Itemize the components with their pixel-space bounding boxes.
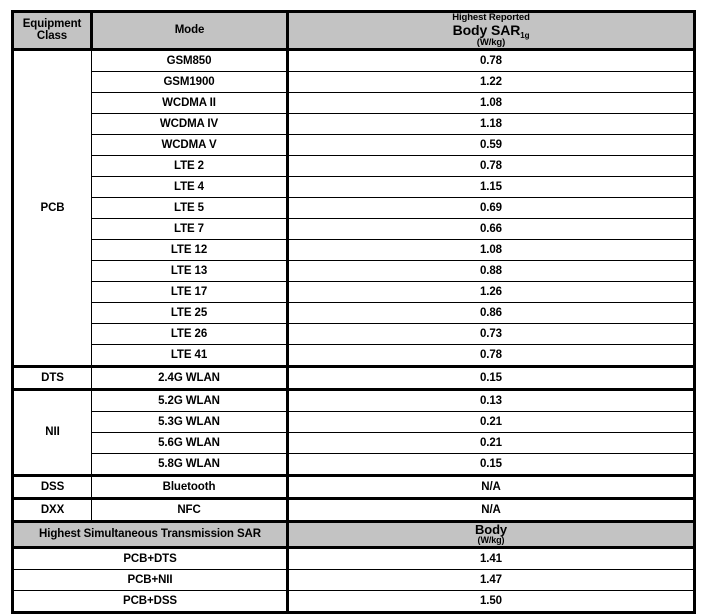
- sar-value-cell: 1.15: [286, 175, 696, 198]
- mode-cell: LTE 17: [91, 280, 288, 303]
- table-row: PCB GSM850 0.78: [11, 47, 696, 368]
- simultaneous-row: PCB+NII 1.47: [11, 568, 696, 591]
- sar-value-cell: 0.88: [286, 259, 696, 282]
- simultaneous-body-header: Body (W/kg): [286, 519, 696, 549]
- sar-value-cell: N/A: [286, 473, 696, 500]
- sar-value-cell: 0.69: [286, 196, 696, 219]
- header-body-sar-line1: Highest Reported: [452, 12, 530, 23]
- simultaneous-header-row: Highest Simultaneous Transmission SAR Bod…: [11, 519, 696, 549]
- header-body-sar-label: Body SAR: [452, 21, 521, 38]
- mode-cell: LTE 25: [91, 301, 288, 324]
- simultaneous-combination-cell: PCB+DTS: [11, 546, 288, 570]
- simultaneous-value-cell: 1.41: [286, 546, 696, 570]
- sar-value-cell: 0.78: [286, 47, 696, 72]
- table-row: GSM1900 1.22: [13, 70, 696, 93]
- header-body-sar-unit: (W/kg): [476, 36, 506, 48]
- table-row: 5.3G WLAN 0.21: [13, 410, 696, 433]
- equipment-class-cell: DSS: [11, 473, 92, 500]
- equipment-class-cell: DTS: [11, 364, 92, 391]
- sar-value-cell: 1.22: [286, 70, 696, 93]
- table-row: WCDMA IV 1.18: [13, 112, 696, 135]
- mode-cell: GSM1900: [91, 70, 288, 93]
- header-body-sar-line2: Body SAR1g: [289, 21, 693, 40]
- table-row: NII 5.2G WLAN 0.13: [11, 387, 696, 477]
- sar-value-cell: 1.08: [286, 91, 696, 114]
- header-mode: Mode: [90, 10, 289, 51]
- mode-cell: 5.6G WLAN: [91, 431, 288, 454]
- simultaneous-combination-cell: PCB+NII: [11, 568, 288, 591]
- equipment-class-cell: NII: [11, 387, 92, 477]
- sar-value-cell: 0.73: [286, 322, 696, 345]
- simultaneous-row: PCB+DSS 1.50: [11, 589, 696, 614]
- table-row: LTE 4 1.15: [13, 175, 696, 198]
- simultaneous-combination-cell: PCB+DSS: [11, 589, 288, 614]
- sar-value-cell: 0.13: [286, 387, 696, 412]
- sar-value-cell: 1.18: [286, 112, 696, 135]
- simultaneous-value-cell: 1.50: [286, 589, 696, 614]
- table-row: WCDMA V 0.59: [13, 133, 696, 156]
- table-row: LTE 41 0.78: [13, 343, 696, 368]
- table-row: LTE 7 0.66: [13, 217, 696, 240]
- table-row: LTE 25 0.86: [13, 301, 696, 324]
- sar-value-cell: N/A: [286, 496, 696, 523]
- table-row: 5.6G WLAN 0.21: [13, 431, 696, 454]
- header-equipment-class-line2: Class: [36, 30, 68, 43]
- simultaneous-value-cell: 1.47: [286, 568, 696, 591]
- sar-value-cell: 0.66: [286, 217, 696, 240]
- sar-value-cell: 0.59: [286, 133, 696, 156]
- mode-cell: LTE 2: [91, 154, 288, 177]
- simultaneous-body-unit: (W/kg): [477, 535, 505, 546]
- mode-cell: LTE 13: [91, 259, 288, 282]
- sar-value-cell: 0.15: [286, 452, 696, 477]
- table-row: WCDMA II 1.08: [13, 91, 696, 114]
- sar-value-cell: 0.78: [286, 154, 696, 177]
- table-row: LTE 26 0.73: [13, 322, 696, 345]
- table-row: LTE 12 1.08: [13, 238, 696, 261]
- table-row: DXX NFC N/A: [11, 496, 696, 523]
- table-header-row: Equipment Class Mode Highest Reported Body S…: [11, 10, 696, 51]
- table-row: DTS 2.4G WLAN 0.15: [11, 364, 696, 391]
- mode-cell: WCDMA IV: [91, 112, 288, 135]
- mode-cell: WCDMA II: [91, 91, 288, 114]
- table-row: 5.8G WLAN 0.15: [13, 452, 696, 477]
- table-row: LTE 17 1.26: [13, 280, 696, 303]
- mode-cell: LTE 41: [91, 343, 288, 368]
- mode-cell: 5.2G WLAN: [91, 387, 288, 412]
- mode-cell: WCDMA V: [91, 133, 288, 156]
- sar-table-container: Equipment Class Mode Highest Reported Body S…: [11, 10, 696, 614]
- simultaneous-body-label: Body: [474, 521, 508, 537]
- simultaneous-row: PCB+DTS 1.41: [11, 546, 696, 570]
- equipment-class-cell: DXX: [11, 496, 92, 523]
- mode-cell: LTE 7: [91, 217, 288, 240]
- mode-cell: Bluetooth: [91, 473, 288, 500]
- sar-value-cell: 0.78: [286, 343, 696, 368]
- simultaneous-transmission-label: Highest Simultaneous Transmission SAR: [11, 519, 289, 549]
- mode-cell: 5.8G WLAN: [91, 452, 288, 477]
- sar-summary-table: Equipment Class Mode Highest Reported Body S…: [11, 10, 696, 614]
- sar-value-cell: 1.26: [286, 280, 696, 303]
- equipment-class-cell: PCB: [11, 47, 92, 368]
- sar-value-cell: 1.08: [286, 238, 696, 261]
- sar-value-cell: 0.21: [286, 431, 696, 454]
- mode-cell: NFC: [91, 496, 288, 523]
- mode-cell: LTE 5: [91, 196, 288, 219]
- header-body-sar: Highest Reported Body SAR1g (W/kg): [286, 10, 696, 51]
- mode-cell: LTE 26: [91, 322, 288, 345]
- sar-table-body: Equipment Class Mode Highest Reported Body S…: [11, 10, 696, 614]
- table-row: LTE 5 0.69: [13, 196, 696, 219]
- mode-cell: LTE 4: [91, 175, 288, 198]
- header-body-sar-subscript: 1g: [520, 30, 530, 40]
- header-equipment-class-line1: Equipment: [22, 18, 82, 31]
- mode-cell: 2.4G WLAN: [91, 364, 288, 391]
- header-equipment-class: Equipment Class: [11, 10, 93, 51]
- sar-value-cell: 0.15: [286, 364, 696, 391]
- table-row: DSS Bluetooth N/A: [11, 473, 696, 500]
- sar-value-cell: 0.86: [286, 301, 696, 324]
- table-row: LTE 13 0.88: [13, 259, 696, 282]
- mode-cell: LTE 12: [91, 238, 288, 261]
- mode-cell: 5.3G WLAN: [91, 410, 288, 433]
- sar-value-cell: 0.21: [286, 410, 696, 433]
- table-row: LTE 2 0.78: [13, 154, 696, 177]
- mode-cell: GSM850: [91, 47, 288, 72]
